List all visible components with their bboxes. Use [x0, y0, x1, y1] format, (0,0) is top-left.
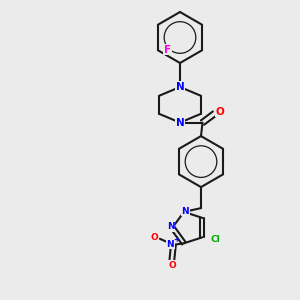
Text: N: N — [176, 82, 184, 92]
Text: +: + — [173, 236, 179, 244]
Text: N: N — [182, 207, 189, 216]
Text: O: O — [168, 261, 176, 270]
Text: O: O — [151, 233, 158, 242]
Text: O: O — [215, 107, 224, 117]
Text: Cl: Cl — [211, 235, 221, 244]
Text: N: N — [167, 223, 175, 232]
Text: N: N — [176, 118, 184, 128]
Text: N: N — [167, 240, 174, 249]
Text: F: F — [164, 45, 171, 55]
